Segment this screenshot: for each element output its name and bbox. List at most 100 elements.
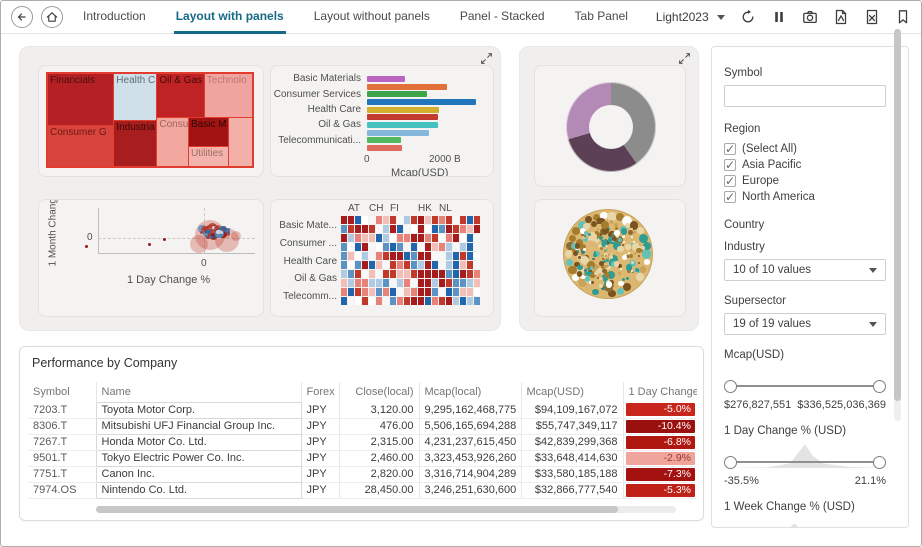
bookmark-button[interactable] [895, 9, 911, 25]
circle-pack-node[interactable] [576, 239, 584, 247]
circle-pack-node[interactable] [582, 237, 588, 242]
heatmap-cell[interactable] [390, 216, 396, 224]
heatmap-cell[interactable] [453, 225, 459, 233]
circle-pack-node[interactable] [582, 273, 585, 276]
scatter-point[interactable] [211, 225, 216, 230]
export-excel-button[interactable] [864, 9, 880, 25]
heatmap-cell[interactable] [362, 243, 368, 251]
heatmap-cell[interactable] [348, 252, 354, 260]
column-header-close-local-[interactable]: Close(local) [338, 382, 419, 402]
scatter-point[interactable] [208, 230, 213, 235]
heatmap-cell[interactable] [355, 288, 361, 296]
heatmap-panel[interactable]: Basic Mate... Consumer ... Health Care Oil … [270, 199, 494, 317]
scatter-panel[interactable]: 1 Month Change 0 0 1 Day Change % [38, 199, 264, 317]
circle-pack-node[interactable] [576, 271, 583, 277]
circle-pack-node[interactable] [600, 238, 609, 248]
heatmap-cell[interactable] [390, 279, 396, 287]
circle-pack-node[interactable] [585, 276, 591, 282]
heatmap-cell[interactable] [432, 279, 438, 287]
circle-pack-node[interactable] [577, 265, 583, 271]
heatmap-cell[interactable] [404, 252, 410, 260]
heatmap-cell[interactable] [439, 297, 445, 305]
circle-pack-node[interactable] [627, 251, 631, 254]
circle-pack-node[interactable] [566, 241, 576, 251]
heatmap-cell[interactable] [341, 297, 347, 305]
heatmap-cell[interactable] [460, 270, 466, 278]
circle-pack-node[interactable] [601, 286, 606, 290]
checkbox[interactable]: ✓ [724, 142, 736, 156]
heatmap-cell[interactable] [397, 279, 403, 287]
heatmap-cell[interactable] [397, 270, 403, 278]
heatmap-cell[interactable] [355, 270, 361, 278]
column-header-mcap-local-[interactable]: Mcap(local) [418, 382, 521, 402]
heatmap-cell[interactable] [362, 288, 368, 296]
bar[interactable] [367, 121, 439, 128]
checkbox-option[interactable]: ✓ North America [724, 189, 886, 205]
circle-pack-node[interactable] [571, 226, 580, 235]
heatmap-cell[interactable] [355, 234, 361, 242]
treemap-cell[interactable]: Financials [46, 72, 116, 128]
slider-track[interactable] [731, 461, 879, 463]
circle-pack-node[interactable] [615, 234, 619, 238]
checkbox-option[interactable]: ✓ Asia Pacific [724, 157, 886, 173]
circle-pack-node[interactable] [625, 276, 630, 281]
bar-chart-panel[interactable]: Basic Materials Consumer Services Health C… [270, 65, 494, 177]
circle-pack-node[interactable] [629, 221, 638, 230]
circle-pack-node[interactable] [643, 259, 650, 266]
heatmap-cell[interactable] [341, 288, 347, 296]
heatmap-cell[interactable] [439, 288, 445, 296]
circle-pack-node[interactable] [630, 248, 633, 251]
heatmap-cell[interactable] [453, 261, 459, 269]
circle-pack-node[interactable] [568, 265, 577, 275]
heatmap-cell[interactable] [432, 270, 438, 278]
scatter-point[interactable] [203, 225, 211, 232]
circle-pack-node[interactable] [584, 216, 592, 224]
circle-pack-node[interactable] [587, 238, 591, 241]
circle-pack-node[interactable] [591, 281, 595, 285]
scatter-outlier-point[interactable] [162, 237, 166, 241]
heatmap-cell[interactable] [355, 279, 361, 287]
treemap-cell[interactable]: Technolo [203, 73, 253, 119]
heatmap-cell[interactable] [467, 297, 473, 305]
heatmap-cell[interactable] [446, 297, 452, 305]
heatmap-cell[interactable] [348, 225, 354, 233]
heatmap-cell[interactable] [453, 288, 459, 296]
circle-pack-node[interactable] [621, 235, 625, 238]
tab-layout-without-panels[interactable]: Layout without panels [313, 8, 430, 23]
circle-pack-node[interactable] [636, 227, 644, 234]
heatmap-cell[interactable] [404, 270, 410, 278]
circle-pack-node[interactable] [615, 264, 622, 271]
column-header-forex[interactable]: Forex [300, 382, 339, 402]
heatmap-cell[interactable] [362, 279, 368, 287]
heatmap-cell[interactable] [404, 234, 410, 242]
heatmap-cell[interactable] [383, 261, 389, 269]
heatmap-cell[interactable] [446, 270, 452, 278]
circle-pack-node[interactable] [616, 254, 621, 259]
circle-pack-node[interactable] [613, 261, 620, 267]
circle-pack-node[interactable] [640, 246, 645, 251]
heatmap-cell[interactable] [369, 252, 375, 260]
circle-pack-node[interactable] [602, 257, 605, 260]
heatmap-cell[interactable] [390, 288, 396, 296]
scatter-outlier-point[interactable] [147, 242, 151, 246]
slider-track[interactable] [731, 385, 879, 387]
heatmap-cell[interactable] [369, 288, 375, 296]
treemap-cell[interactable]: Industria [113, 120, 159, 167]
heatmap-cell[interactable] [369, 270, 375, 278]
scatter-outlier-point[interactable] [84, 244, 88, 248]
scatter-chart[interactable]: 1 Month Change 0 0 1 Day Change % [39, 200, 263, 316]
heatmap-cell[interactable] [446, 225, 452, 233]
heatmap-cell[interactable] [397, 297, 403, 305]
circle-pack-node[interactable] [634, 252, 637, 255]
heatmap-cell[interactable] [348, 270, 354, 278]
circle-pack-node[interactable] [632, 230, 637, 235]
table-row[interactable]: 9501.T Tokyo Electric Power Co. Inc. JPY 2,… [28, 449, 697, 467]
column-header-symbol[interactable]: Symbol [33, 386, 70, 398]
heatmap-cell[interactable] [439, 270, 445, 278]
circle-pack-node[interactable] [598, 272, 603, 278]
heatmap-cell[interactable] [432, 225, 438, 233]
heatmap-cell[interactable] [404, 288, 410, 296]
bar[interactable] [367, 98, 476, 105]
heatmap-cell[interactable] [474, 252, 480, 260]
circle-pack-node[interactable] [577, 266, 585, 275]
